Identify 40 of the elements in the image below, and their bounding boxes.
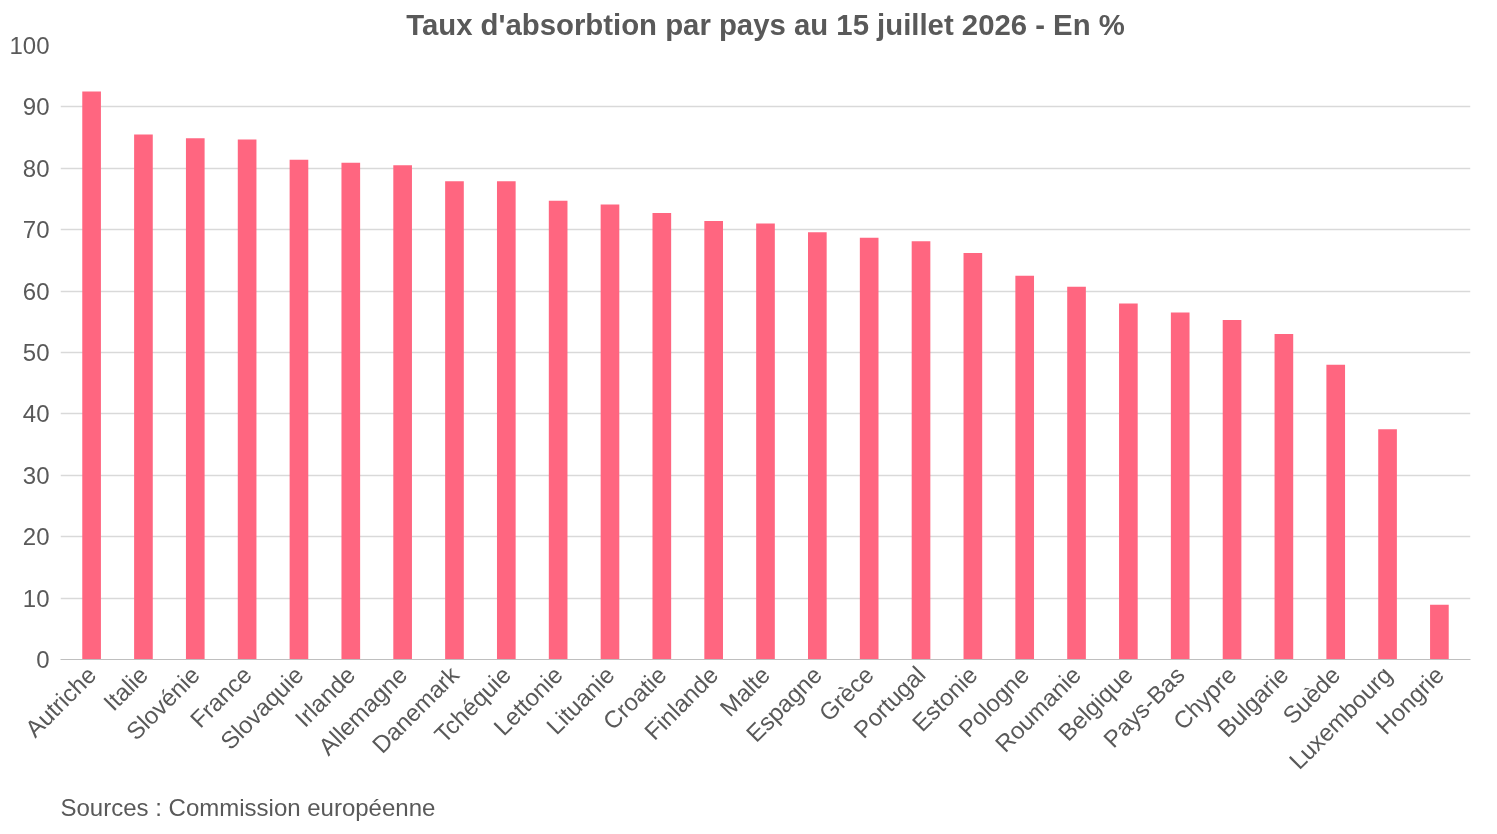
bar <box>1119 303 1138 660</box>
bar <box>393 165 412 660</box>
bar <box>185 138 205 660</box>
y-tick-label: 100 <box>9 32 50 59</box>
bar <box>911 241 931 660</box>
y-tick-label: 40 <box>22 400 50 428</box>
bar <box>445 181 464 660</box>
bar <box>1170 312 1190 660</box>
bar <box>704 221 723 660</box>
bar <box>756 223 775 660</box>
bar <box>859 237 879 660</box>
y-tick-label: 0 <box>36 646 50 673</box>
y-tick-label: 10 <box>22 584 50 612</box>
y-tick-label: 60 <box>22 277 50 305</box>
bar <box>341 162 361 660</box>
y-tick-label: 90 <box>22 93 50 121</box>
y-tick-label: 70 <box>22 216 50 244</box>
bar <box>1378 429 1397 660</box>
bar <box>496 181 516 660</box>
bar <box>1326 364 1346 660</box>
source-note: Sources : Commission européenne <box>60 793 436 821</box>
bar <box>82 91 101 660</box>
chart-title: Taux d'absorbtion par pays au 15 juillet 2026 - En % <box>406 7 1125 41</box>
y-tick-label: 30 <box>22 461 50 489</box>
bar <box>600 204 620 660</box>
y-tick-label: 50 <box>22 339 50 366</box>
bar <box>548 200 568 660</box>
y-tick-label: 80 <box>22 154 50 182</box>
bar <box>963 253 983 660</box>
bar <box>237 139 257 660</box>
bar <box>1015 275 1035 660</box>
bar <box>289 159 309 660</box>
y-tick-label: 20 <box>22 523 50 551</box>
bar <box>808 232 827 660</box>
bar <box>134 134 153 660</box>
bar <box>1274 334 1294 660</box>
bar <box>1067 286 1086 660</box>
bar <box>1222 319 1242 660</box>
bar <box>1430 604 1449 660</box>
bar <box>652 213 672 660</box>
